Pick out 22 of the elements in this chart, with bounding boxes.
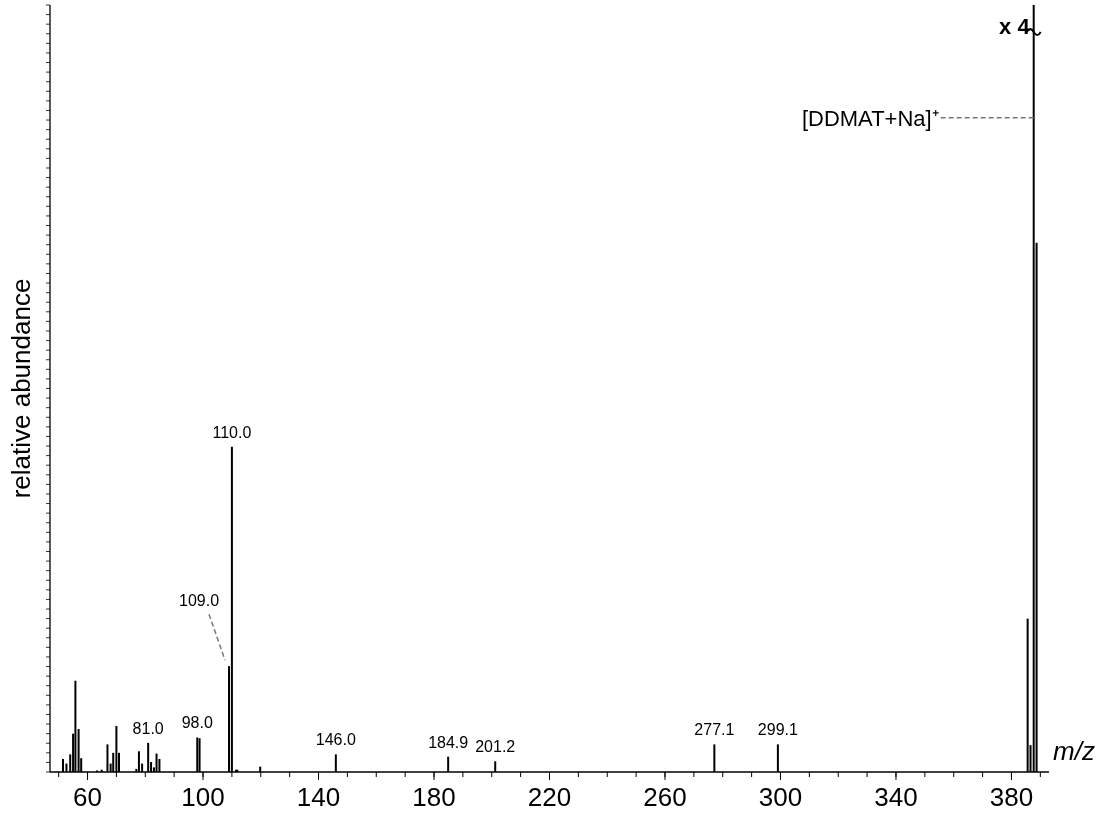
x-tick-label: 60 bbox=[73, 782, 102, 812]
x-tick-label: 300 bbox=[758, 782, 803, 812]
x-tick-label: 380 bbox=[989, 782, 1034, 812]
annotation: 277.1 bbox=[694, 721, 735, 739]
x-tick-label: 180 bbox=[412, 782, 456, 812]
annotation: x 4 bbox=[999, 14, 1031, 39]
x-tick-label: 140 bbox=[296, 782, 341, 812]
annotation: 184.9 bbox=[428, 733, 469, 751]
annotation: 98.0 bbox=[181, 714, 213, 732]
x-axis-title: m/z bbox=[1053, 736, 1095, 766]
annotation: 81.0 bbox=[132, 719, 164, 737]
x-tick-label: 340 bbox=[874, 782, 918, 812]
annotation: 299.1 bbox=[757, 721, 798, 739]
annotation: 110.0 bbox=[212, 423, 252, 441]
annotation: 109.0 bbox=[178, 592, 220, 610]
x-tick-label: 220 bbox=[527, 782, 572, 812]
x-tick-label: 100 bbox=[181, 782, 225, 812]
y-axis-title: relative abundance bbox=[6, 278, 36, 499]
x-tick-label: 260 bbox=[643, 782, 687, 812]
annotation: 146.0 bbox=[315, 731, 356, 749]
annotation: [DDMAT+Na]⁺ bbox=[801, 105, 939, 131]
annotation: 201.2 bbox=[475, 738, 516, 756]
